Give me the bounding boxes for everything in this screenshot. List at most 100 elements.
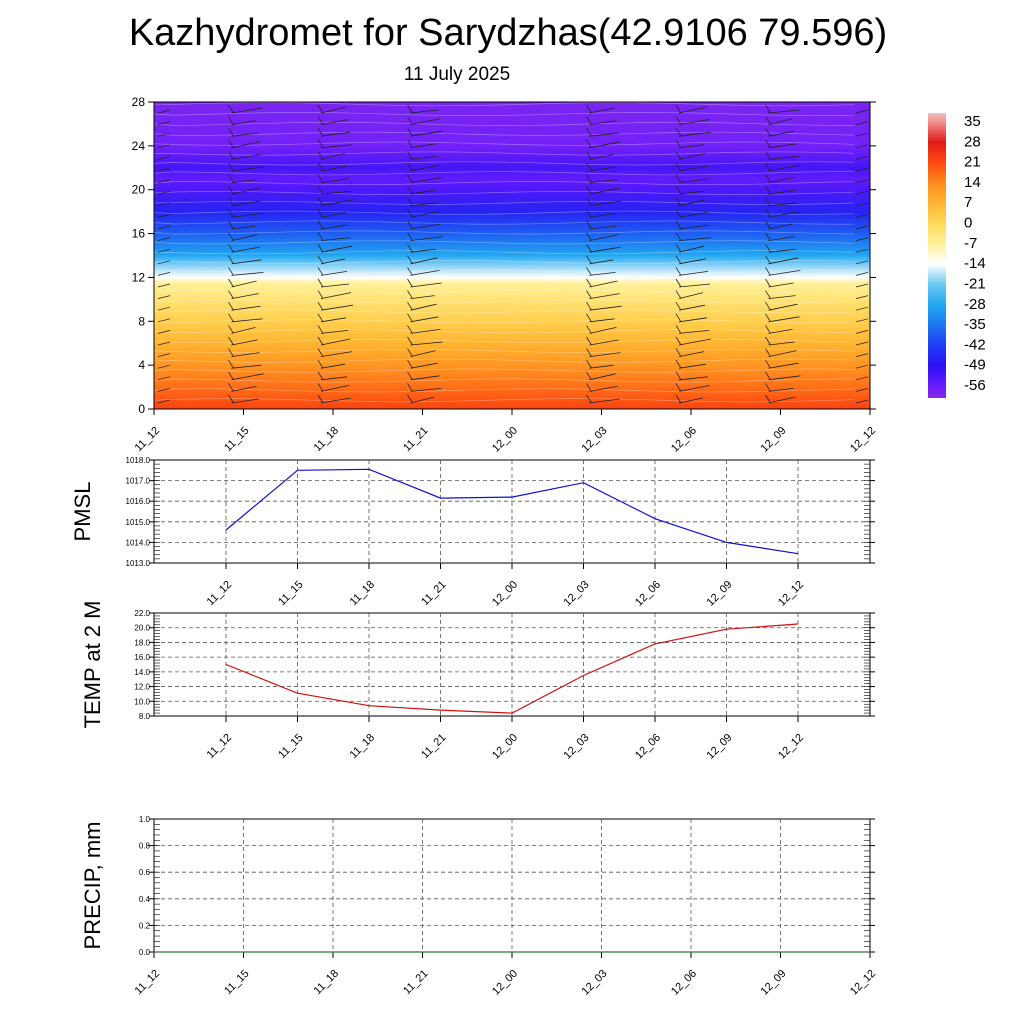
wind-barb [855,190,869,195]
wind-barb [678,351,705,357]
wind-barb-flag [407,116,413,125]
wind-barb [320,376,348,381]
wind-barb-flag [765,232,771,241]
y-axis-label: PMSL [70,482,95,542]
wind-barb-flag [586,313,592,323]
wind-barb [320,304,354,311]
wind-barb-flag [586,209,592,218]
wind-barb [231,318,263,323]
wind-barb-flag [317,359,324,369]
wind-barb [589,280,618,288]
colorbar-label: -14 [964,255,986,272]
wind-barb-flag [765,116,771,125]
wind-barb [589,154,614,160]
wind-barb-flag [586,383,592,392]
wind-barb-flag [407,359,413,369]
wind-barb-flag [765,209,771,218]
wind-barb [589,318,615,323]
wind-barb [589,141,621,149]
wind-barb [678,304,706,311]
x-tick-label: 11_12 [133,968,163,998]
wind-barb-flag [407,278,413,288]
y-tick-label: 14.0 [134,668,150,677]
wind-barb [410,388,442,392]
wind-barb-flag [407,162,413,172]
wind-barb-flag [675,383,682,392]
wind-barb-flag [407,104,413,114]
wind-barb-flag [228,278,234,288]
wind-barb [678,338,712,346]
wind-barb [768,316,800,323]
wind-barb [157,388,171,392]
wind-barb [157,144,171,149]
wind-barb-flag [407,151,413,160]
wind-barb [589,305,622,311]
wind-barb [157,156,171,160]
wind-barb-flag [586,232,592,241]
wind-barb-flag [586,162,592,172]
wind-barb-flag [765,151,771,160]
wind-barb [320,271,348,276]
y-tick-label: 12 [132,270,146,284]
x-tick-label: 11_18 [348,579,378,609]
x-tick-label: 11_15 [222,968,252,998]
wind-barb [855,341,869,346]
y-tick-label: 0 [138,402,145,416]
page-subtitle: 11 July 2025 [403,64,511,85]
wind-barb-flag [675,151,682,160]
wind-barb [231,280,257,288]
wind-barb-flag [228,162,234,172]
wind-barb [157,295,171,299]
wind-barb [320,258,346,265]
wind-barb-flag [407,336,413,346]
wind-barb [410,329,441,334]
wind-barb-flag [407,139,413,149]
y-tick-label: 8 [138,314,145,328]
wind-barb-flag [586,278,592,288]
wind-barb-flag [407,371,413,381]
wind-barb [589,246,621,253]
wind-barb [589,234,619,241]
wind-barb [855,167,869,172]
contour-line [153,398,855,403]
wind-barb-flag [586,220,592,230]
wind-barb-flag [407,301,413,311]
contour-line [153,289,855,294]
colorbar-label: -28 [964,296,986,313]
contour-line [153,220,854,225]
wind-barb-flag [675,301,682,311]
x-tick-label: 12_09 [759,425,789,455]
wind-barb [231,398,259,404]
contour-line [153,131,855,136]
wind-barb-flag [586,151,592,160]
x-tick-label: 12_00 [490,968,520,998]
contour-line [153,191,855,195]
colorbar-label: 14 [964,174,981,191]
wind-barb [589,293,620,299]
contour-line [153,240,855,245]
x-tick-label: 11_12 [133,425,163,455]
wind-barb-flag [228,185,234,195]
wind-barb [768,295,796,299]
wind-barb [320,190,352,195]
wind-barb-flag [317,336,324,346]
wind-barb [855,109,869,114]
wind-barb-flag [675,174,682,183]
x-tick-label: 11_18 [348,732,378,762]
wind-barb [855,121,869,125]
wind-barb-flag [228,151,234,160]
wind-barb [320,245,353,253]
wind-barb-flag [765,185,771,195]
wind-barb-flag [317,151,324,160]
wind-barb [231,225,256,230]
wind-barb-flag [317,104,324,114]
y-tick-label: 20 [132,183,146,197]
wind-barb [678,292,704,299]
wind-barb-flag [765,267,771,276]
x-tick-label: 12_12 [848,425,878,455]
contour-line [153,388,855,393]
wind-barb-flag [675,139,682,149]
wind-barb [157,132,171,137]
wind-barb-flag [228,127,234,137]
y-tick-label: 24 [132,139,146,153]
